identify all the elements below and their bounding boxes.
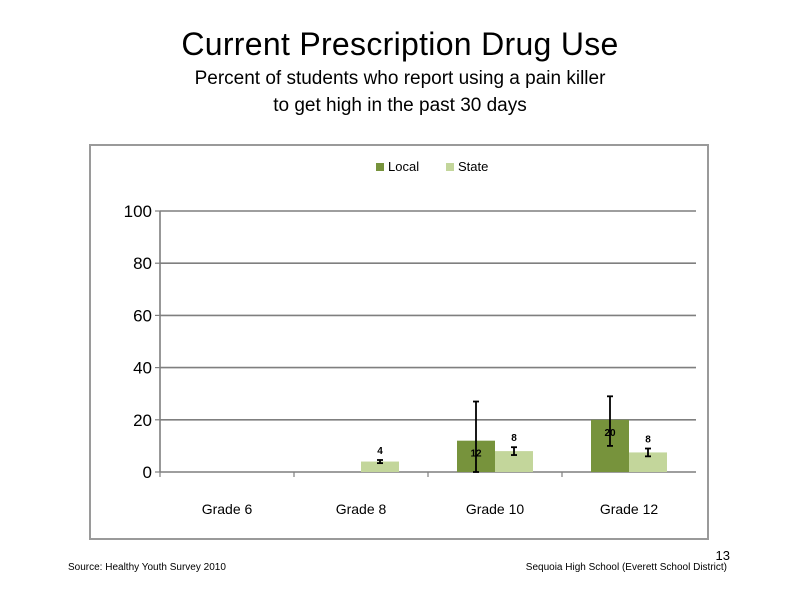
chart-frame: 0 20 40 60 80 100 Grade 6 Grade 8 4 Grade 10 12 8 Gr… bbox=[89, 144, 709, 540]
y-tick-label: 0 bbox=[143, 463, 152, 482]
data-label: 8 bbox=[645, 435, 651, 446]
bar-chart: 0 20 40 60 80 100 Grade 6 Grade 8 4 Grade 10 12 8 Gr… bbox=[124, 159, 696, 517]
legend-label-state: State bbox=[458, 159, 488, 174]
chart-title: Current Prescription Drug Use bbox=[181, 26, 619, 62]
x-tick-label: Grade 10 bbox=[466, 501, 525, 517]
data-label: 20 bbox=[604, 428, 616, 439]
school-name: Sequoia High School (Everett School Dist… bbox=[525, 562, 727, 573]
bar-state bbox=[495, 451, 533, 472]
legend-swatch-state bbox=[446, 163, 454, 171]
legend-swatch-local bbox=[376, 163, 384, 171]
y-tick-label: 100 bbox=[124, 202, 152, 221]
source-note: Source: Healthy Youth Survey 2010 bbox=[68, 562, 226, 573]
x-tick-label: Grade 8 bbox=[336, 501, 387, 517]
y-tick-label: 20 bbox=[133, 411, 152, 430]
data-label: 8 bbox=[511, 433, 517, 444]
x-tick-label: Grade 12 bbox=[600, 501, 659, 517]
page-number: 13 bbox=[715, 548, 730, 563]
legend-label-local: Local bbox=[388, 159, 419, 174]
x-tick-label: Grade 6 bbox=[202, 501, 253, 517]
y-tick-label: 60 bbox=[133, 306, 152, 325]
chart-subtitle-line-1: Percent of students who report using a p… bbox=[194, 68, 606, 89]
bar-state bbox=[629, 452, 667, 472]
data-label: 12 bbox=[470, 449, 482, 460]
y-tick-label: 40 bbox=[133, 359, 152, 378]
chart-subtitle-line-2: to get high in the past 30 days bbox=[273, 95, 527, 116]
y-tick-label: 80 bbox=[133, 254, 152, 273]
bar-state bbox=[361, 461, 399, 472]
data-label: 4 bbox=[377, 446, 383, 457]
